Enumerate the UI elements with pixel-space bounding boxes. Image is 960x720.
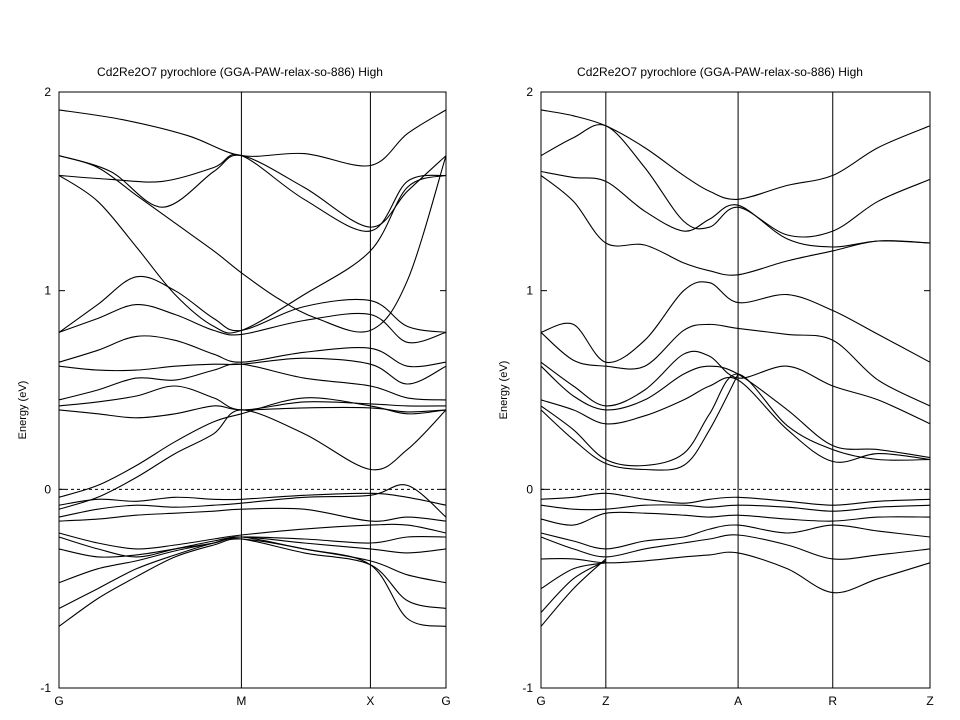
band-line xyxy=(540,560,607,613)
band-line xyxy=(540,350,931,425)
band-line xyxy=(58,537,447,610)
band-line xyxy=(58,363,447,401)
chart-title: Cd2Re2O7 pyrochlore (GGA-PAW-relax-so-88… xyxy=(577,65,863,79)
y-tick-label: -1 xyxy=(522,681,533,695)
band-line xyxy=(58,357,447,385)
band-line xyxy=(58,492,447,506)
band-line xyxy=(58,385,447,411)
band-line xyxy=(540,323,931,407)
band-line xyxy=(58,155,447,333)
band-line xyxy=(540,551,931,594)
band-line xyxy=(58,538,447,627)
chart-title: Cd2Re2O7 pyrochlore (GGA-PAW-relax-so-88… xyxy=(97,65,383,79)
y-tick-label: 2 xyxy=(526,85,533,99)
y-tick-label: 1 xyxy=(526,284,533,298)
band-line xyxy=(540,109,931,200)
band-line xyxy=(58,397,447,498)
band-line xyxy=(540,558,607,627)
band-line xyxy=(540,534,931,560)
band-line xyxy=(58,154,447,228)
band-line xyxy=(540,170,931,248)
band-line xyxy=(58,109,447,167)
x-tick-label: M xyxy=(236,694,246,708)
band-line xyxy=(540,124,931,238)
band-line xyxy=(540,373,931,467)
band-line xyxy=(540,562,606,590)
band-line xyxy=(58,275,447,333)
x-tick-label: R xyxy=(828,694,837,708)
plot-frame xyxy=(540,91,931,689)
y-tick-label: 2 xyxy=(44,85,51,99)
band-line xyxy=(58,409,447,510)
band-line xyxy=(58,536,447,584)
band-line xyxy=(540,281,931,364)
y-tick-label: -1 xyxy=(40,681,51,695)
band-line xyxy=(540,511,931,526)
x-tick-label: Z xyxy=(926,694,933,708)
band-line xyxy=(540,504,931,512)
band-line xyxy=(58,484,447,518)
x-tick-label: Z xyxy=(602,694,609,708)
band-line xyxy=(540,174,931,276)
band-line xyxy=(58,174,447,334)
band-line xyxy=(58,523,447,550)
x-tick-label: G xyxy=(54,694,63,708)
band-structure-chart-gmxg: Cd2Re2O7 pyrochlore (GGA-PAW-relax-so-88… xyxy=(17,65,451,708)
x-tick-label: G xyxy=(441,694,450,708)
y-tick-label: 0 xyxy=(44,482,51,496)
plot-frame xyxy=(58,91,447,689)
band-line xyxy=(540,376,931,463)
y-tick-label: 0 xyxy=(526,482,533,496)
x-tick-label: A xyxy=(734,694,742,708)
plot-area: -1 0 1 2 G Z A R Z xyxy=(522,85,933,708)
band-line xyxy=(540,365,931,459)
band-line xyxy=(58,153,447,232)
band-line xyxy=(58,304,447,344)
band-line xyxy=(58,335,447,368)
x-tick-label: G xyxy=(536,694,545,708)
band-line xyxy=(58,507,447,522)
band-line xyxy=(540,373,739,471)
x-tick-label: X xyxy=(366,694,374,708)
band-line xyxy=(540,492,931,506)
band-structure-chart-gzarz: Cd2Re2O7 pyrochlore (GGA-PAW-relax-so-88… xyxy=(480,0,960,720)
band-line xyxy=(540,524,931,550)
plot-area: -1 0 1 2 G M X G xyxy=(40,85,450,708)
y-tick-label: 1 xyxy=(44,284,51,298)
